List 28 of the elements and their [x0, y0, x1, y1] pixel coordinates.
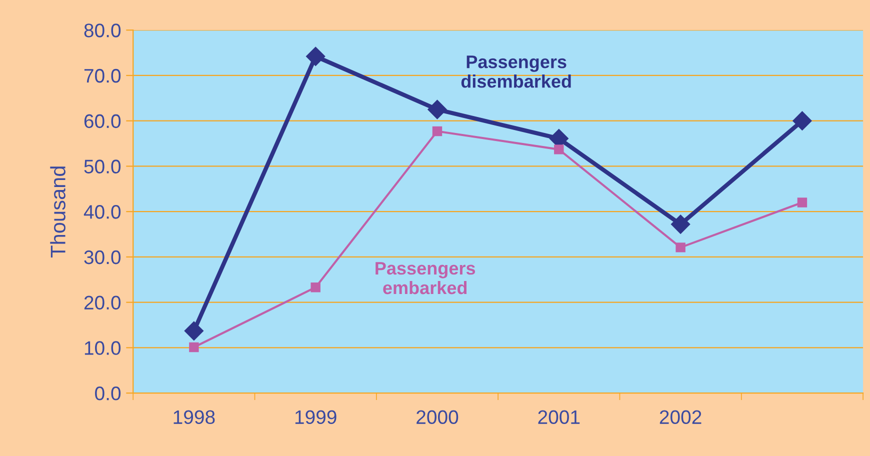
y-tick-label: 80.0 [84, 24, 121, 38]
y-tick-label: 60.0 [84, 114, 121, 128]
y-tick-label: 50.0 [84, 160, 121, 174]
x-tick-label: 1998 [174, 410, 215, 424]
point [184, 321, 204, 340]
point [671, 214, 690, 234]
y-axis-title: Thousand [50, 166, 66, 258]
point [306, 46, 326, 66]
x-tick-label: 1999 [295, 410, 336, 424]
y-tick-label: 30.0 [84, 250, 121, 264]
series-label: Passengers embarked [376, 262, 476, 294]
x-tick-label: 2002 [660, 410, 702, 424]
point [432, 126, 442, 136]
point [189, 342, 199, 352]
y-tick-label: 20.0 [84, 296, 121, 310]
point [676, 242, 686, 252]
point [428, 100, 447, 120]
y-tick-label: 70.0 [84, 68, 121, 83]
point [310, 282, 320, 292]
point [792, 111, 812, 130]
y-tick-label: 40.0 [84, 205, 121, 219]
point [554, 144, 564, 154]
y-tick-label: 10.0 [84, 341, 121, 355]
y-tick-label: 0.0 [95, 386, 121, 400]
point [797, 198, 808, 208]
x-tick-label: 2000 [416, 410, 458, 424]
x-tick-label: 2001 [538, 410, 580, 424]
series-label: Passengers disembarked [461, 56, 571, 88]
